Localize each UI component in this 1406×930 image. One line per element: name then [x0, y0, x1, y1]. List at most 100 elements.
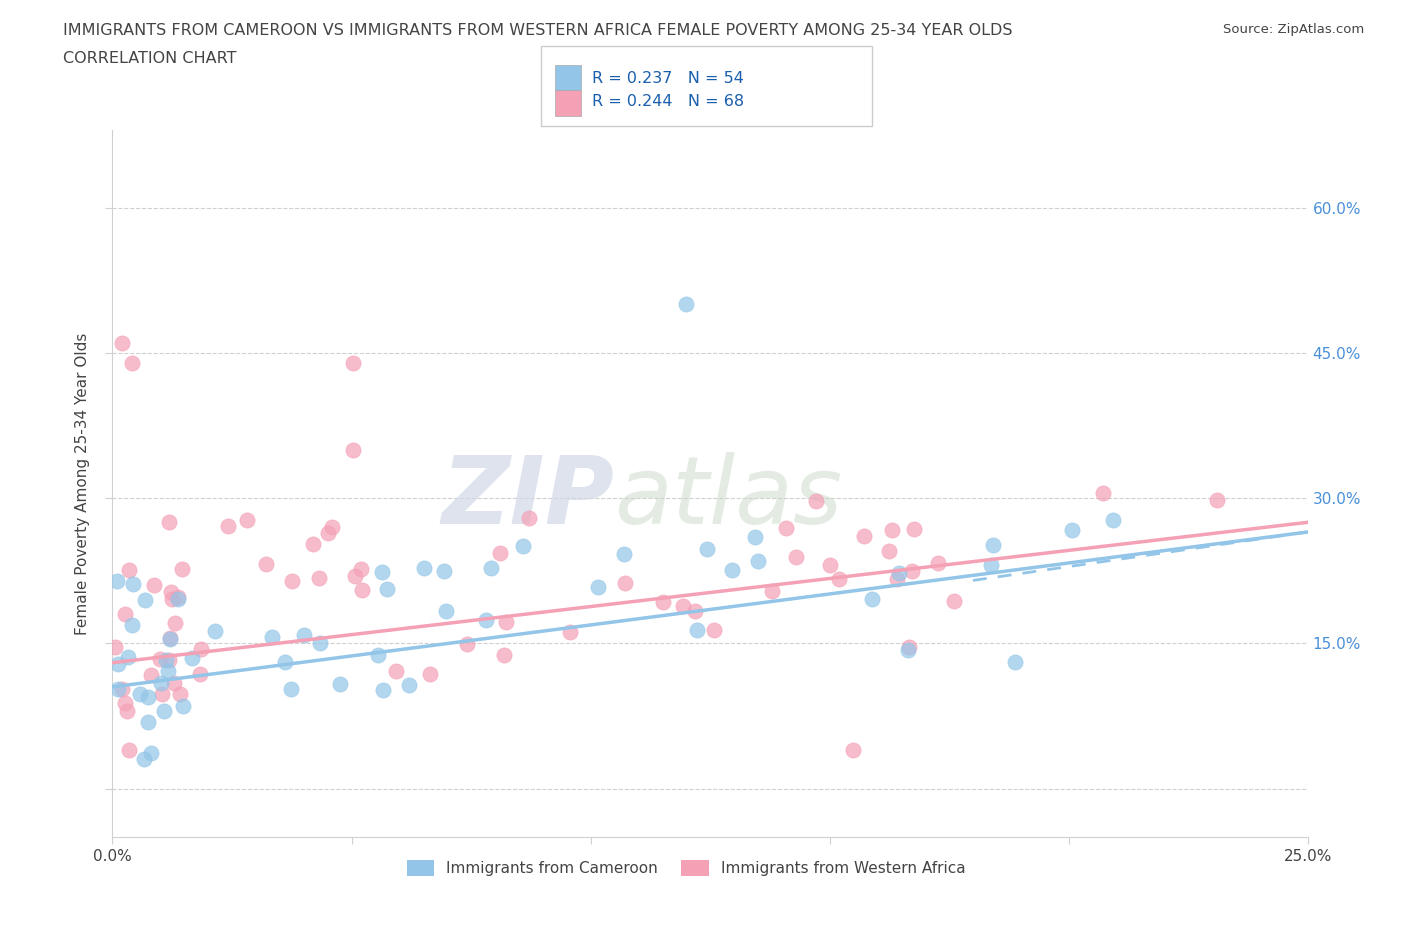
- Point: [163, 675, 186, 690]
- Point: [329, 676, 352, 691]
- Point: [309, 635, 332, 650]
- Point: [117, 562, 139, 577]
- Point: [115, 703, 138, 718]
- Text: IMMIGRANTS FROM CAMEROON VS IMMIGRANTS FROM WESTERN AFRICA FEMALE POVERTY AMONG : IMMIGRANTS FROM CAMEROON VS IMMIGRANTS F…: [63, 23, 1012, 38]
- Point: [683, 604, 706, 618]
- Point: [696, 541, 718, 556]
- Point: [114, 696, 136, 711]
- Point: [686, 622, 709, 637]
- Point: [761, 583, 783, 598]
- Point: [321, 520, 343, 535]
- Point: [842, 742, 865, 757]
- Point: [136, 715, 159, 730]
- Point: [860, 591, 883, 606]
- Point: [887, 565, 910, 580]
- Point: [188, 667, 211, 682]
- Point: [479, 561, 502, 576]
- Point: [927, 555, 949, 570]
- Point: [150, 686, 173, 701]
- Point: [495, 615, 517, 630]
- Point: [820, 558, 842, 573]
- Point: [157, 515, 180, 530]
- Point: [398, 678, 420, 693]
- Point: [190, 641, 212, 656]
- Point: [342, 443, 364, 458]
- Point: [1206, 492, 1229, 507]
- Point: [494, 648, 516, 663]
- Point: [903, 522, 925, 537]
- Point: [121, 618, 143, 632]
- Point: [111, 682, 134, 697]
- Point: [744, 529, 766, 544]
- Point: [111, 336, 134, 351]
- Point: [274, 654, 297, 669]
- Point: [419, 667, 441, 682]
- Point: [512, 538, 534, 553]
- Point: [308, 570, 330, 585]
- Point: [105, 574, 128, 589]
- Point: [613, 576, 636, 591]
- Text: atlas: atlas: [614, 452, 842, 543]
- Point: [1102, 512, 1125, 527]
- Point: [901, 564, 924, 578]
- Point: [943, 593, 966, 608]
- Point: [118, 742, 141, 757]
- Point: [204, 624, 226, 639]
- Point: [586, 579, 609, 594]
- Point: [155, 653, 177, 668]
- Point: [775, 521, 797, 536]
- Point: [142, 578, 165, 592]
- Point: [316, 525, 339, 540]
- Text: R = 0.244   N = 68: R = 0.244 N = 68: [592, 94, 744, 109]
- Point: [165, 616, 187, 631]
- Point: [350, 561, 373, 576]
- Point: [280, 681, 302, 696]
- Point: [896, 643, 918, 658]
- Point: [377, 581, 399, 596]
- Point: [121, 355, 143, 370]
- Text: CORRELATION CHART: CORRELATION CHART: [63, 51, 236, 66]
- Point: [980, 557, 1002, 572]
- Point: [122, 577, 145, 591]
- Point: [254, 557, 277, 572]
- Point: [169, 687, 191, 702]
- Point: [828, 572, 851, 587]
- Point: [703, 623, 725, 638]
- Point: [280, 573, 302, 588]
- Point: [159, 631, 181, 646]
- Point: [153, 703, 176, 718]
- Point: [160, 585, 183, 600]
- Point: [292, 628, 315, 643]
- Point: [433, 564, 456, 578]
- Point: [652, 595, 675, 610]
- Point: [235, 512, 257, 527]
- Point: [371, 565, 394, 579]
- Point: [114, 606, 136, 621]
- Y-axis label: Female Poverty Among 25-34 Year Olds: Female Poverty Among 25-34 Year Olds: [75, 332, 90, 635]
- Point: [262, 630, 284, 644]
- Point: [157, 653, 180, 668]
- Point: [134, 592, 156, 607]
- Point: [159, 631, 181, 645]
- Point: [104, 639, 127, 654]
- Point: [804, 494, 827, 509]
- Point: [166, 591, 188, 606]
- Point: [747, 554, 769, 569]
- Point: [560, 625, 582, 640]
- Point: [128, 686, 150, 701]
- Point: [150, 675, 173, 690]
- Point: [367, 647, 389, 662]
- Text: R = 0.237   N = 54: R = 0.237 N = 54: [592, 71, 744, 86]
- Point: [117, 650, 139, 665]
- Point: [217, 518, 239, 533]
- Point: [107, 657, 129, 671]
- Point: [879, 543, 901, 558]
- Point: [138, 689, 160, 704]
- Point: [342, 355, 364, 370]
- Point: [785, 550, 807, 565]
- Point: [489, 546, 512, 561]
- Point: [613, 547, 636, 562]
- Point: [434, 604, 457, 618]
- Point: [1062, 523, 1084, 538]
- Point: [181, 650, 204, 665]
